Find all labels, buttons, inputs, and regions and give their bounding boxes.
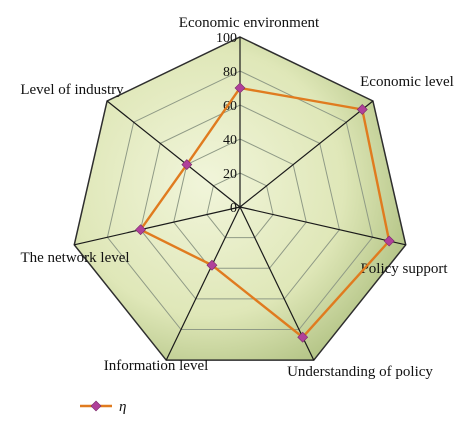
grid-ring-60: [140, 104, 340, 300]
category-labels: Economic environment Economic level Policy…: [20, 15, 454, 380]
data-point: [206, 259, 218, 271]
data-point: [234, 82, 246, 94]
series-group: [135, 82, 395, 343]
data-point: [297, 331, 309, 343]
spoke-5: [74, 206, 241, 246]
tick-label: 0: [230, 201, 237, 216]
category-label: Information level: [104, 358, 209, 374]
category-label: Policy support: [360, 261, 448, 277]
category-label: The network level: [20, 250, 129, 266]
grid-ring-20: [206, 172, 274, 239]
category-label: Economic level: [360, 74, 454, 90]
category-label: Understanding of policy: [287, 364, 433, 380]
spoke-6: [106, 100, 241, 208]
spoke-4: [165, 206, 241, 361]
grid-ring-80: [106, 70, 374, 331]
radial-tick-labels: 0 20 40 60 80 100: [216, 31, 237, 216]
data-point: [356, 104, 368, 115]
category-label: Economic environment: [179, 15, 320, 31]
tick-label: 100: [216, 31, 237, 46]
tick-label: 80: [223, 65, 237, 80]
axis-spokes: [74, 37, 406, 361]
tick-label: 20: [223, 167, 237, 182]
legend-marker: [90, 400, 102, 412]
data-point: [181, 159, 193, 171]
tick-label: 60: [223, 99, 237, 114]
spoke-2: [239, 206, 406, 246]
grid-rings: [106, 70, 374, 331]
tick-label: 40: [223, 133, 237, 148]
legend: η: [80, 399, 126, 415]
legend-label: η: [119, 399, 126, 415]
data-point: [135, 224, 146, 236]
spoke-1: [239, 100, 374, 208]
data-point: [383, 235, 395, 247]
series-line: [138, 86, 391, 339]
grid-ring-40: [173, 138, 307, 269]
category-label: Level of industry: [20, 82, 124, 98]
